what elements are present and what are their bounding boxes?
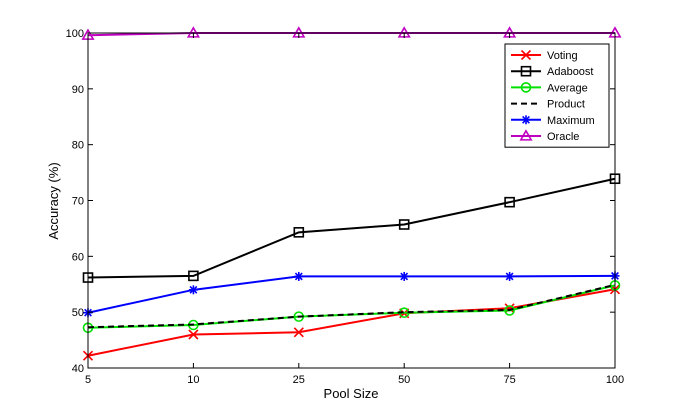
data-point-maximum <box>294 271 304 281</box>
legend-item-product: Product <box>511 99 585 111</box>
data-point-voting <box>188 329 199 340</box>
y-tick-label: 80 <box>72 140 84 152</box>
legend-label: Average <box>547 82 588 94</box>
marker-shape <box>520 82 532 93</box>
data-point-adaboost <box>188 270 199 282</box>
legend-item-voting: Voting <box>511 49 578 62</box>
legend-swatch-marker <box>520 65 532 77</box>
legend-label: Adaboost <box>547 66 593 78</box>
y-tick-label: 70 <box>72 196 84 208</box>
data-point-maximum <box>505 271 515 281</box>
marker-stroke <box>189 285 198 294</box>
axes-layer: 40 50 60 70 80 90 100 5 10 25 50 75 100 <box>66 28 625 386</box>
marker-shape <box>504 196 515 208</box>
series-line-product <box>87 283 616 329</box>
data-point-maximum <box>399 271 409 281</box>
legend-label: Product <box>547 99 585 111</box>
marker-stroke <box>294 272 303 281</box>
marker-shape <box>188 270 199 282</box>
y-tick-label: 40 <box>72 363 84 375</box>
legend-item-adaboost: Adaboost <box>511 65 593 78</box>
legend: Voting Adaboost Average Product Maximum Oracl… <box>504 43 610 148</box>
marker-shape <box>293 227 305 238</box>
legend-item-oracle: Oracle <box>511 129 579 143</box>
marker-stroke <box>520 49 532 61</box>
data-point-voting <box>293 327 304 338</box>
x-axis-label: Pool Size <box>324 386 379 401</box>
marker-stroke <box>505 272 514 281</box>
marker-stroke <box>400 272 409 281</box>
y-tick-label: 100 <box>66 28 84 40</box>
x-tick-label: 25 <box>293 374 305 386</box>
data-point-average <box>504 305 515 316</box>
marker-stroke <box>522 115 530 124</box>
legend-swatch-marker <box>519 129 533 141</box>
data-point-maximum <box>188 285 198 295</box>
x-tick-label: 50 <box>398 374 410 386</box>
legend-item-average: Average <box>511 82 588 94</box>
series-line-adaboost <box>87 177 616 279</box>
marker-stroke <box>293 327 304 338</box>
legend-swatch-marker <box>520 49 532 61</box>
legend-box <box>504 43 610 148</box>
legend-item-maximum: Maximum <box>511 115 595 127</box>
legend-swatch-marker <box>521 115 531 125</box>
legend-swatch-marker <box>520 82 532 93</box>
marker-shape <box>520 65 532 77</box>
marker-shape <box>398 219 410 230</box>
x-tick-label: 10 <box>187 374 199 386</box>
x-tick-label: 75 <box>503 374 515 386</box>
y-tick-label: 50 <box>72 307 84 319</box>
legend-label: Voting <box>547 50 578 62</box>
y-axis-label: Accuracy (%) <box>46 162 61 239</box>
x-tick-label: 5 <box>85 374 91 386</box>
data-point-adaboost <box>504 196 515 208</box>
data-point-adaboost <box>293 227 305 238</box>
legend-label: Oracle <box>547 131 579 143</box>
series-product <box>87 283 616 329</box>
marker-stroke <box>188 329 199 340</box>
legend-label: Maximum <box>547 115 595 127</box>
marker-shape <box>504 305 515 316</box>
x-tick-label: 100 <box>606 374 624 386</box>
marker-shape <box>519 129 533 141</box>
series-adaboost <box>82 173 621 283</box>
y-tick-label: 90 <box>72 84 84 96</box>
data-point-adaboost <box>398 219 410 230</box>
y-tick-label: 60 <box>72 251 84 263</box>
series-line-maximum <box>87 274 616 314</box>
